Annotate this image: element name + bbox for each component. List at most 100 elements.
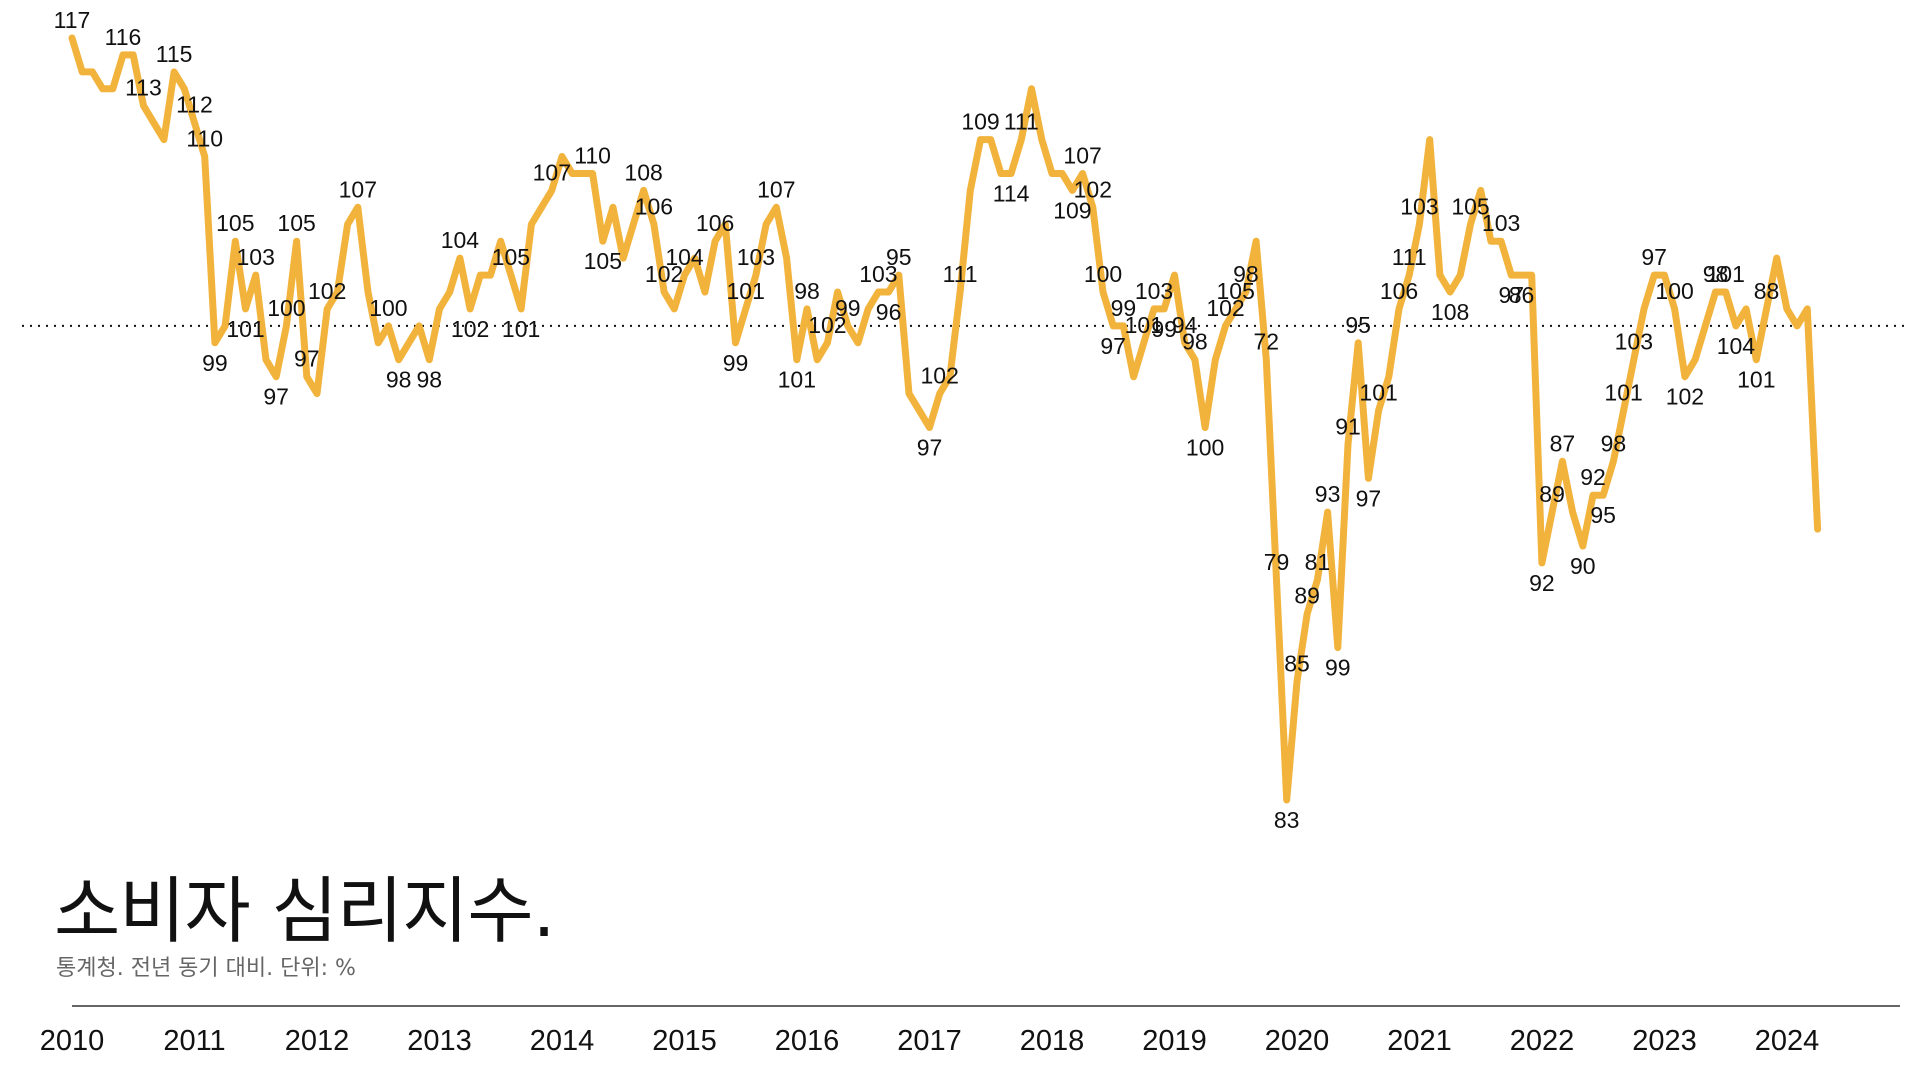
point-label: 102 [451, 316, 489, 342]
point-label: 102 [1074, 176, 1112, 202]
point-label: 103 [1615, 329, 1653, 355]
point-label: 104 [665, 244, 704, 270]
point-label: 81 [1305, 549, 1331, 575]
point-label: 103 [1482, 210, 1520, 236]
point-label: 95 [1590, 502, 1616, 528]
x-tick-label: 2016 [775, 1025, 840, 1057]
point-label: 83 [1274, 807, 1300, 833]
point-label: 98 [1233, 261, 1259, 287]
point-label: 86 [1509, 282, 1535, 308]
point-label: 97 [1499, 282, 1525, 308]
point-label: 103 [737, 244, 775, 270]
point-label: 99 [1325, 655, 1351, 681]
point-label: 117 [54, 7, 91, 33]
point-label: 110 [186, 126, 223, 152]
point-label: 101 [727, 278, 765, 304]
point-label: 79 [1264, 549, 1290, 575]
x-tick-label: 2017 [897, 1025, 962, 1057]
point-label: 97 [917, 435, 943, 461]
point-label: 106 [635, 193, 673, 219]
point-label: 108 [624, 159, 662, 185]
point-label: 113 [125, 75, 162, 101]
x-tick-label: 2021 [1387, 1025, 1452, 1057]
point-label: 95 [1345, 312, 1371, 338]
point-label: 98 [386, 367, 412, 393]
point-label: 105 [1217, 278, 1255, 304]
point-label: 116 [105, 24, 142, 50]
point-label: 85 [1284, 651, 1310, 677]
point-label: 92 [1529, 570, 1555, 596]
point-label: 101 [1604, 380, 1642, 406]
point-label: 100 [267, 295, 305, 321]
point-label: 96 [876, 299, 902, 325]
point-label: 90 [1570, 553, 1596, 579]
point-label: 97 [1356, 485, 1382, 511]
point-label: 99 [1151, 316, 1177, 342]
x-tick-label: 2015 [652, 1025, 717, 1057]
point-label: 97 [1641, 244, 1667, 270]
point-label: 100 [1186, 435, 1224, 461]
x-tick-label: 2010 [40, 1025, 105, 1057]
point-label: 89 [1539, 481, 1565, 507]
point-label: 101 [1359, 380, 1397, 406]
point-label: 99 [835, 295, 861, 321]
point-label: 101 [1707, 261, 1745, 287]
point-label: 107 [533, 159, 571, 185]
point-label: 102 [645, 261, 683, 287]
point-labels: 117 116 113 115 112 110 99 105 101 103 97 100 105 97 1… [54, 7, 1780, 833]
point-label: 98 [417, 367, 443, 393]
point-label: 107 [757, 176, 795, 202]
point-label: 89 [1294, 583, 1320, 609]
point-label: 102 [921, 363, 959, 389]
x-tick-label: 2012 [285, 1025, 350, 1057]
point-label: 98 [794, 278, 820, 304]
x-tick-label: 2014 [530, 1025, 595, 1057]
point-label: 101 [778, 367, 816, 393]
point-label: 72 [1254, 329, 1280, 355]
point-label: 100 [1655, 278, 1693, 304]
point-label: 106 [1380, 278, 1418, 304]
point-label: 88 [1754, 278, 1780, 304]
point-label: 97 [294, 346, 320, 372]
point-label: 102 [308, 278, 346, 304]
point-label: 99 [723, 350, 749, 376]
point-label: 87 [1550, 430, 1576, 456]
point-label: 99 [202, 350, 228, 376]
point-label: 102 [808, 312, 846, 338]
point-label: 109 [1053, 197, 1091, 223]
point-label: 103 [1400, 193, 1438, 219]
point-label: 100 [1084, 261, 1122, 287]
point-label: 115 [156, 41, 193, 67]
point-label: 102 [1206, 295, 1244, 321]
point-label: 108 [1431, 299, 1469, 325]
point-label: 104 [441, 227, 480, 253]
point-label: 105 [584, 248, 622, 274]
x-tick-label: 2020 [1265, 1025, 1330, 1057]
point-label: 92 [1580, 464, 1606, 490]
point-label: 101 [226, 316, 264, 342]
point-label: 97 [263, 384, 289, 410]
point-label: 110 [574, 143, 611, 169]
x-tick-label: 2018 [1020, 1025, 1085, 1057]
point-label: 103 [237, 244, 275, 270]
point-label: 109 [961, 109, 999, 135]
x-tick-label: 2019 [1142, 1025, 1207, 1057]
point-label: 103 [1135, 278, 1173, 304]
point-label: 98 [1703, 261, 1729, 287]
point-label: 112 [176, 92, 213, 118]
point-label: 105 [216, 210, 254, 236]
point-label: 103 [859, 261, 897, 287]
point-label: 94 [1172, 312, 1198, 338]
point-label: 102 [1666, 384, 1704, 410]
point-label: 91 [1335, 413, 1361, 439]
point-label: 101 [1125, 312, 1163, 338]
point-label: 106 [696, 210, 734, 236]
point-label: 105 [1451, 193, 1489, 219]
x-tick-label: 2023 [1632, 1025, 1697, 1057]
point-label: 98 [1182, 329, 1208, 355]
point-label: 111 [943, 261, 978, 287]
x-tick-label: 2013 [407, 1025, 472, 1057]
x-tick-label: 2022 [1510, 1025, 1575, 1057]
chart-subtitle: 통계청. 전년 동기 대비. 단위: % [56, 956, 356, 981]
